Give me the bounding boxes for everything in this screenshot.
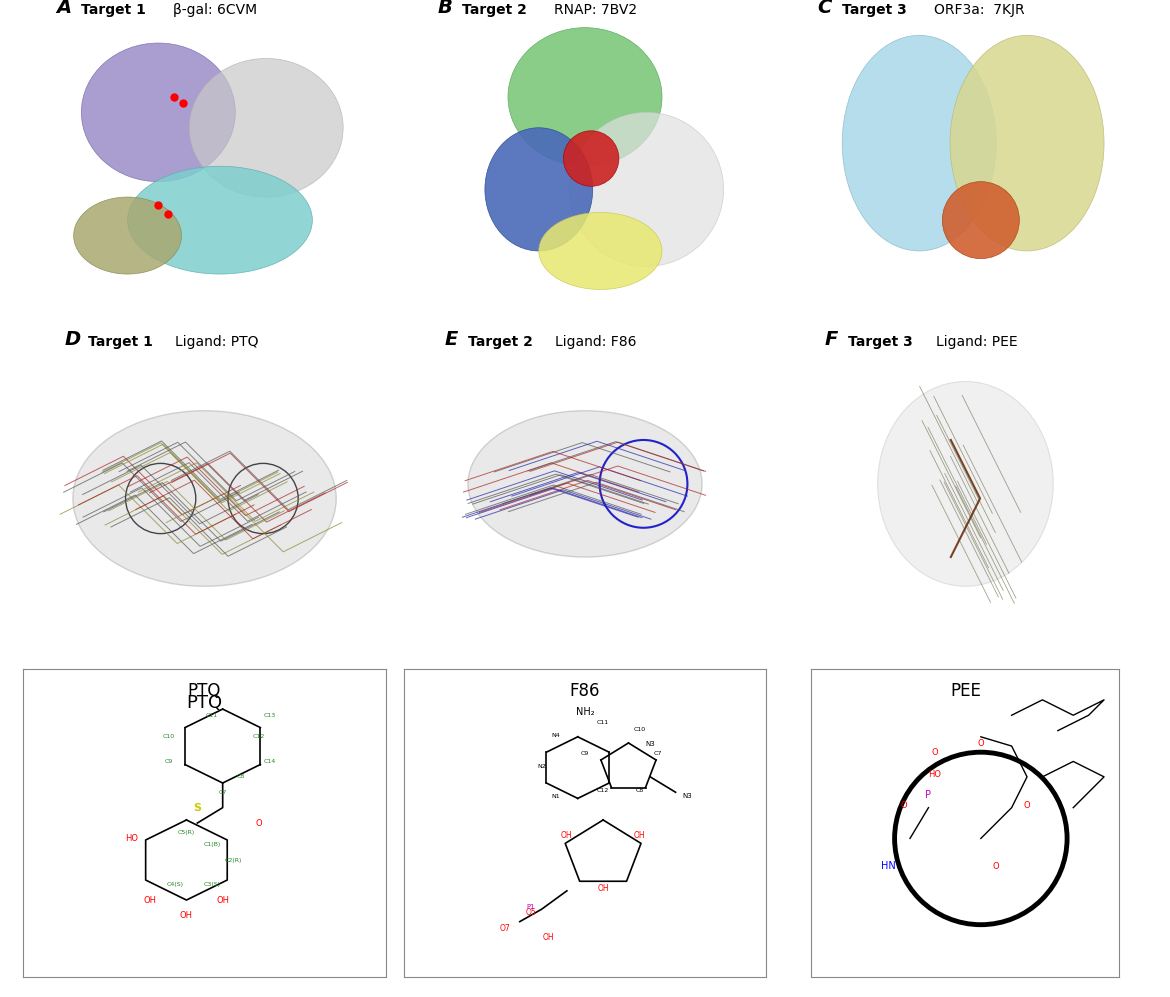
Text: C12: C12 xyxy=(597,789,610,794)
Text: C3(S): C3(S) xyxy=(204,882,220,887)
Text: N4: N4 xyxy=(551,733,560,738)
Text: C12: C12 xyxy=(253,735,266,740)
Text: O: O xyxy=(931,749,938,758)
Ellipse shape xyxy=(878,382,1053,586)
Text: PTQ: PTQ xyxy=(186,694,222,712)
Text: Target 1: Target 1 xyxy=(82,3,151,17)
Text: C9: C9 xyxy=(580,752,590,757)
Text: C11: C11 xyxy=(206,713,218,718)
Text: Ligand: PEE: Ligand: PEE xyxy=(936,335,1017,349)
Text: N3: N3 xyxy=(646,741,655,747)
Text: A: A xyxy=(56,0,71,17)
Text: OH: OH xyxy=(144,895,157,904)
Text: P1: P1 xyxy=(526,904,535,910)
Text: OH: OH xyxy=(216,895,229,904)
Text: HO: HO xyxy=(125,833,138,842)
Text: NH₂: NH₂ xyxy=(576,707,594,717)
Text: C14: C14 xyxy=(263,759,276,764)
Text: Target 3: Target 3 xyxy=(842,3,911,17)
Ellipse shape xyxy=(74,197,181,274)
Ellipse shape xyxy=(942,181,1019,258)
Text: S: S xyxy=(193,803,201,813)
Text: HO: HO xyxy=(928,770,941,779)
Text: N2: N2 xyxy=(537,764,546,769)
Text: O: O xyxy=(1024,801,1031,810)
Text: Target 2: Target 2 xyxy=(468,335,538,349)
Ellipse shape xyxy=(539,212,662,289)
Text: OH: OH xyxy=(180,911,193,920)
Text: C8: C8 xyxy=(236,775,245,780)
Text: C5(R): C5(R) xyxy=(178,830,195,834)
Text: C: C xyxy=(818,0,832,17)
Text: Target 1: Target 1 xyxy=(88,335,157,349)
Ellipse shape xyxy=(484,128,593,251)
Text: C7: C7 xyxy=(219,790,227,795)
Text: C1(B): C1(B) xyxy=(204,842,220,847)
Text: C7: C7 xyxy=(653,752,662,757)
Ellipse shape xyxy=(508,28,662,166)
Ellipse shape xyxy=(128,166,312,274)
Ellipse shape xyxy=(82,43,235,181)
Text: P: P xyxy=(925,791,931,801)
Text: E: E xyxy=(445,330,457,349)
Text: C11: C11 xyxy=(597,721,610,726)
Ellipse shape xyxy=(842,35,996,251)
Text: C8: C8 xyxy=(635,789,644,794)
Text: PEE: PEE xyxy=(950,682,980,700)
Ellipse shape xyxy=(190,59,343,197)
Text: OH: OH xyxy=(543,933,555,942)
Text: RNAP: 7BV2: RNAP: 7BV2 xyxy=(553,3,636,17)
Ellipse shape xyxy=(570,113,723,266)
Text: C2(R): C2(R) xyxy=(225,857,242,862)
Text: D: D xyxy=(64,330,81,349)
Ellipse shape xyxy=(468,411,702,557)
Text: C9: C9 xyxy=(164,759,172,764)
Text: O5: O5 xyxy=(525,908,536,917)
Text: Ligand: PTQ: Ligand: PTQ xyxy=(174,335,259,349)
Text: ORF3a:  7KJR: ORF3a: 7KJR xyxy=(934,3,1025,17)
Text: B: B xyxy=(438,0,452,17)
Text: β-gal: 6CVM: β-gal: 6CVM xyxy=(173,3,257,17)
Text: OH: OH xyxy=(633,831,645,840)
Text: O: O xyxy=(977,739,984,748)
Text: Target 2: Target 2 xyxy=(462,3,531,17)
Text: N3: N3 xyxy=(683,794,693,800)
Text: O: O xyxy=(901,801,907,810)
Text: OH: OH xyxy=(598,883,608,893)
Text: O7: O7 xyxy=(500,924,510,933)
Text: F: F xyxy=(825,330,839,349)
Text: Ligand: F86: Ligand: F86 xyxy=(555,335,636,349)
Text: PTQ: PTQ xyxy=(188,682,221,700)
Text: O: O xyxy=(993,862,999,871)
Text: C10: C10 xyxy=(163,735,174,740)
Text: Target 3: Target 3 xyxy=(848,335,918,349)
Text: HN: HN xyxy=(881,861,896,871)
Text: OH: OH xyxy=(562,831,572,840)
Text: C10: C10 xyxy=(633,727,646,732)
Ellipse shape xyxy=(950,35,1104,251)
Ellipse shape xyxy=(564,131,619,186)
Text: C4(S): C4(S) xyxy=(167,882,184,887)
Ellipse shape xyxy=(73,411,336,586)
Text: N1: N1 xyxy=(552,795,560,800)
Text: F86: F86 xyxy=(570,682,600,700)
Text: O: O xyxy=(255,819,262,828)
Text: C13: C13 xyxy=(263,713,276,718)
